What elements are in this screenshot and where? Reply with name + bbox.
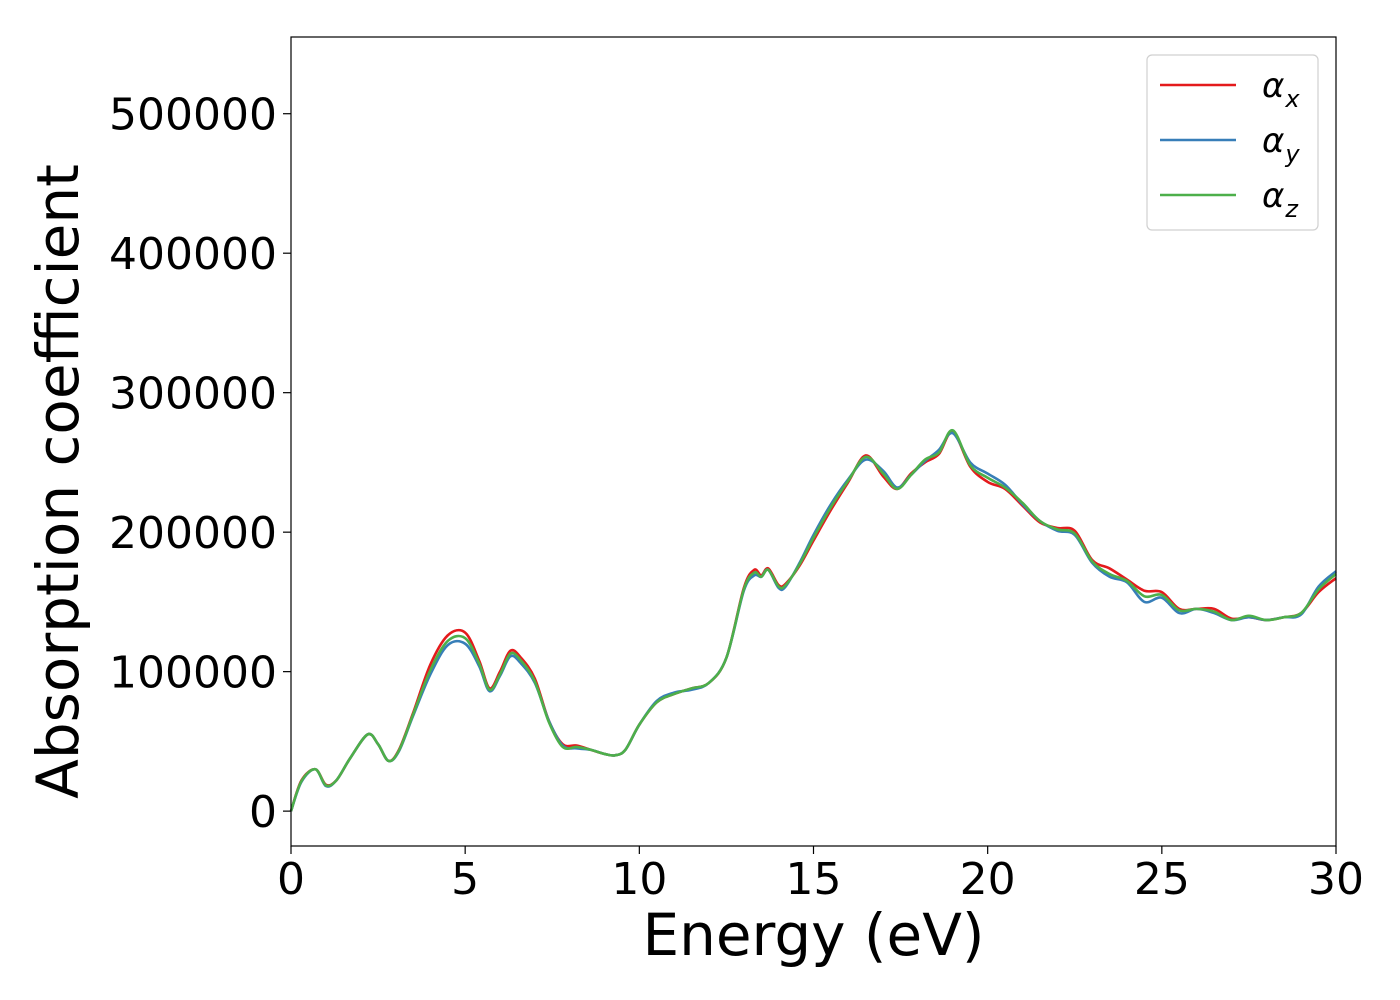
series-layer <box>289 429 1337 812</box>
x-tick-label: 0 <box>277 854 305 905</box>
y-axis: 0 100000 200000 300000 400000 500000 <box>109 90 291 838</box>
x-axis: 0 5 10 15 20 25 30 <box>277 846 1364 905</box>
x-tick-label: 30 <box>1308 854 1364 905</box>
x-axis-title: Energy (eV) <box>642 901 984 969</box>
legend-label-subscript: y <box>1284 140 1300 168</box>
x-tick-label: 10 <box>611 854 667 905</box>
x-tick-label: 25 <box>1134 854 1190 905</box>
x-tick-label: 20 <box>960 854 1016 905</box>
series-line-z <box>289 429 1337 812</box>
y-axis-title: Absorption coefficient <box>24 164 92 799</box>
y-tick-label: 0 <box>249 787 277 838</box>
x-tick-label: 5 <box>451 854 479 905</box>
legend-label-subscript: z <box>1284 195 1299 223</box>
series-line-x <box>289 430 1337 812</box>
y-tick-label: 300000 <box>109 369 277 420</box>
series-line-y <box>289 431 1337 812</box>
x-tick-label: 15 <box>786 854 842 905</box>
legend-label-z: αz <box>1262 176 1299 223</box>
y-tick-label: 400000 <box>109 229 277 280</box>
y-tick-label: 100000 <box>109 648 277 699</box>
legend-label-subscript: x <box>1284 85 1300 113</box>
y-tick-label: 200000 <box>109 508 277 559</box>
y-tick-label: 500000 <box>109 90 277 141</box>
legend-box <box>1146 54 1319 231</box>
